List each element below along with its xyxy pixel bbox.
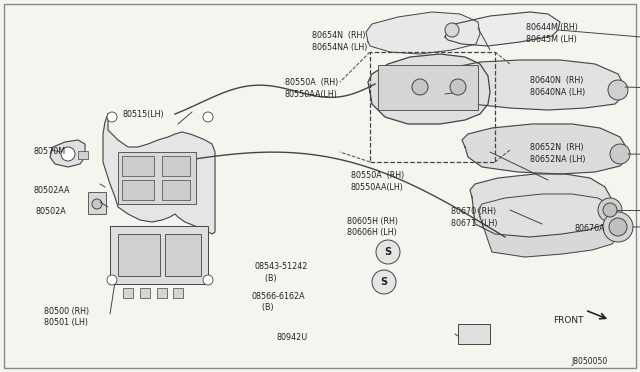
Text: 80670 (RH)
80671  (LH): 80670 (RH) 80671 (LH) bbox=[451, 207, 498, 228]
Text: J8050050: J8050050 bbox=[572, 357, 608, 366]
Bar bbox=[162, 156, 190, 176]
Circle shape bbox=[203, 275, 213, 285]
Bar bbox=[162, 180, 190, 200]
Text: S: S bbox=[380, 277, 388, 287]
Circle shape bbox=[450, 79, 466, 95]
Text: 80644M (RH)
80645M (LH): 80644M (RH) 80645M (LH) bbox=[526, 23, 578, 44]
Circle shape bbox=[598, 198, 622, 222]
Bar bbox=[173, 288, 183, 298]
Text: 80550A  (RH)
80550AA(LH): 80550A (RH) 80550AA(LH) bbox=[285, 78, 338, 99]
Text: 80502AA: 80502AA bbox=[33, 186, 70, 195]
Text: 80502A: 80502A bbox=[35, 207, 66, 216]
Text: 80942U: 80942U bbox=[276, 333, 308, 342]
Bar bbox=[110, 226, 208, 284]
Polygon shape bbox=[462, 124, 628, 174]
Bar bbox=[118, 234, 160, 276]
Bar bbox=[165, 234, 201, 276]
Polygon shape bbox=[478, 194, 622, 257]
Text: S: S bbox=[385, 247, 392, 257]
Text: 80640N  (RH)
80640NA (LH): 80640N (RH) 80640NA (LH) bbox=[530, 76, 585, 97]
Text: 80676A: 80676A bbox=[574, 224, 605, 233]
Text: 80605H (RH)
80606H (LH): 80605H (RH) 80606H (LH) bbox=[347, 217, 398, 237]
Polygon shape bbox=[470, 174, 612, 237]
Circle shape bbox=[92, 199, 102, 209]
Circle shape bbox=[610, 144, 630, 164]
Bar bbox=[370, 52, 495, 162]
Polygon shape bbox=[450, 60, 625, 110]
Text: 80500 (RH)
80501 (LH): 80500 (RH) 80501 (LH) bbox=[44, 307, 89, 327]
Polygon shape bbox=[103, 114, 215, 234]
Circle shape bbox=[372, 270, 396, 294]
Text: 80550A  (RH)
80550AA(LH): 80550A (RH) 80550AA(LH) bbox=[351, 171, 404, 192]
Circle shape bbox=[107, 275, 117, 285]
Bar bbox=[88, 192, 106, 214]
Polygon shape bbox=[50, 140, 85, 167]
Bar bbox=[458, 324, 490, 344]
Text: FRONT: FRONT bbox=[554, 316, 584, 325]
Text: 08543-51242
    (B): 08543-51242 (B) bbox=[255, 262, 308, 283]
Text: 80652N  (RH)
80652NA (LH): 80652N (RH) 80652NA (LH) bbox=[530, 143, 586, 164]
Text: 80654N  (RH)
80654NA (LH): 80654N (RH) 80654NA (LH) bbox=[312, 31, 368, 52]
Circle shape bbox=[61, 147, 75, 161]
Bar bbox=[140, 288, 150, 298]
Circle shape bbox=[603, 212, 633, 242]
Circle shape bbox=[107, 112, 117, 122]
Circle shape bbox=[376, 240, 400, 264]
Circle shape bbox=[412, 79, 428, 95]
Polygon shape bbox=[445, 12, 560, 46]
Circle shape bbox=[445, 23, 459, 37]
Circle shape bbox=[603, 203, 617, 217]
Circle shape bbox=[609, 218, 627, 236]
Text: 08566-6162A
    (B): 08566-6162A (B) bbox=[252, 292, 305, 312]
Bar bbox=[122, 156, 154, 176]
Bar bbox=[157, 288, 167, 298]
Bar bbox=[118, 152, 196, 204]
Polygon shape bbox=[368, 54, 490, 124]
Text: 80570M: 80570M bbox=[33, 147, 65, 156]
Bar bbox=[123, 288, 133, 298]
Circle shape bbox=[203, 112, 213, 122]
Polygon shape bbox=[366, 12, 480, 54]
Bar bbox=[122, 180, 154, 200]
Circle shape bbox=[608, 80, 628, 100]
Text: 80515(LH): 80515(LH) bbox=[123, 110, 164, 119]
Bar bbox=[78, 151, 88, 159]
Bar bbox=[378, 65, 478, 110]
